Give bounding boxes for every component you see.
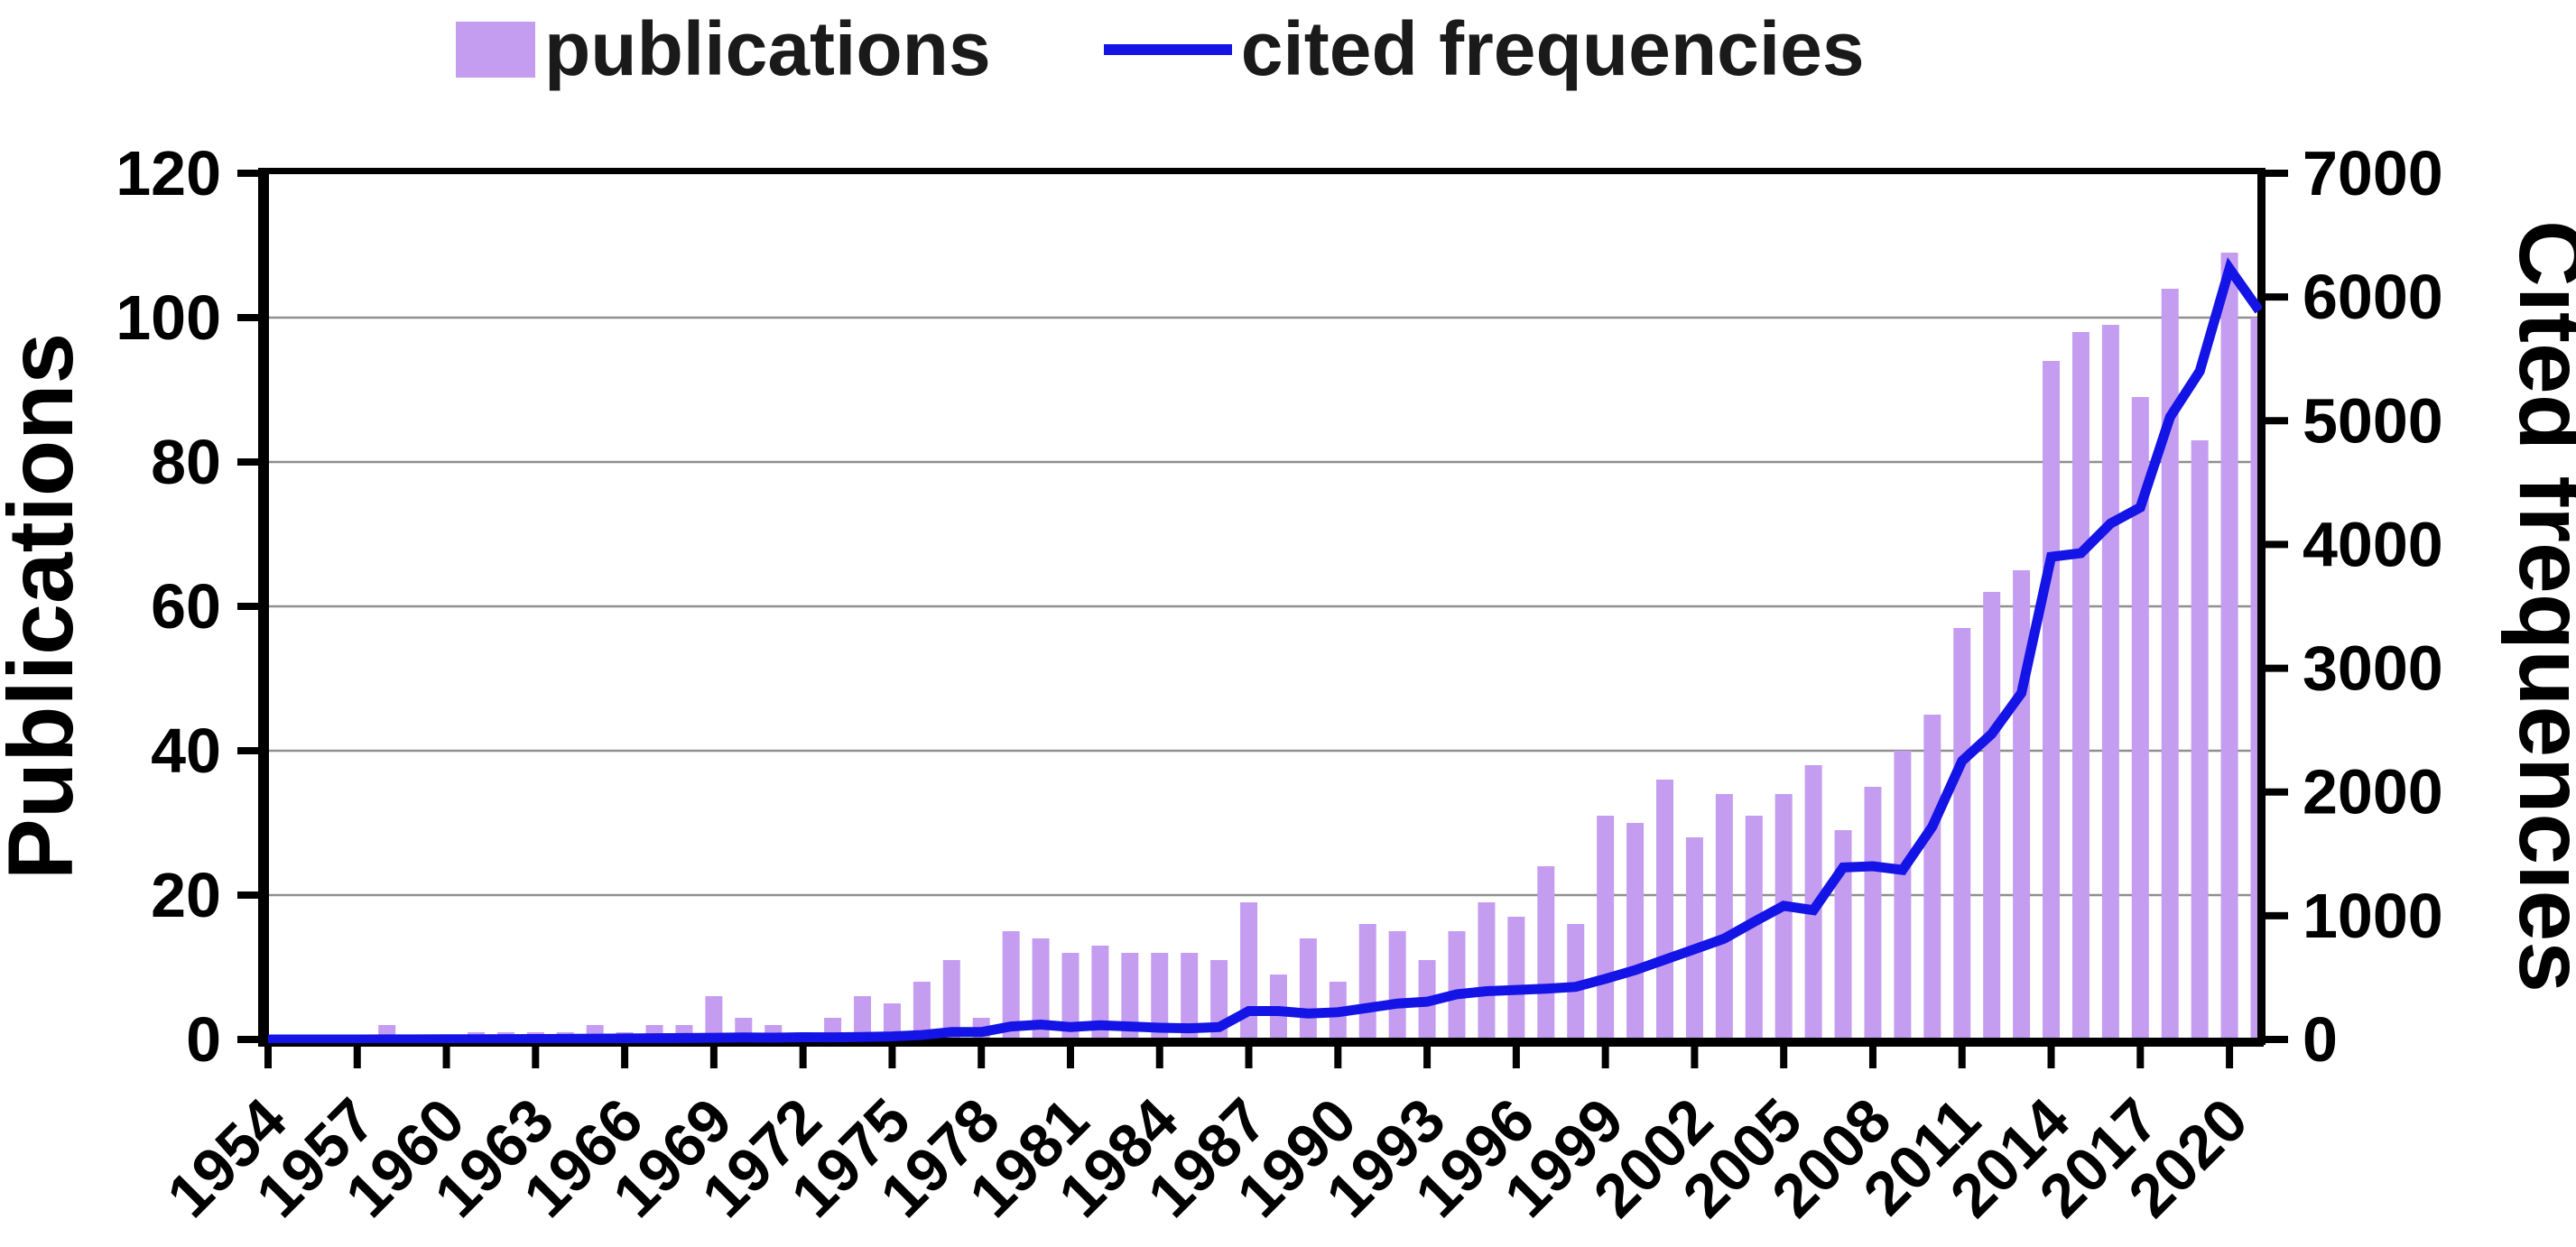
bar-1977: [942, 960, 960, 1043]
right-tick-label-2000: 2000: [2303, 757, 2443, 827]
publications-bars: [378, 253, 2262, 1043]
bar-2008: [1864, 787, 1882, 1043]
legend-label-cited-frequencies: cited frequencies: [1240, 6, 1865, 91]
right-tick-label-1000: 1000: [2303, 881, 2443, 951]
bar-2014: [2043, 361, 2061, 1043]
bar-1983: [1121, 953, 1139, 1043]
right-tick-label-6000: 6000: [2303, 262, 2443, 332]
bar-1976: [913, 982, 931, 1043]
bar-1995: [1478, 902, 1496, 1043]
bar-2005: [1774, 794, 1793, 1043]
bar-2017: [2131, 397, 2149, 1043]
tick-labels: 0 20 40 60 80 100 120 0 1000 2000 3000 4000 5000 6000…: [116, 138, 2443, 1231]
right-tick-label-3000: 3000: [2303, 633, 2443, 704]
bar-1991: [1358, 924, 1376, 1043]
cited-frequencies-swatch-icon: [1103, 43, 1232, 55]
left-tick-label-80: 80: [151, 427, 221, 497]
left-tick-label-100: 100: [116, 282, 221, 353]
legend-item-publications: publications: [456, 5, 991, 93]
bar-1987: [1240, 902, 1258, 1043]
bar-1982: [1091, 946, 1109, 1043]
bar-2004: [1745, 816, 1763, 1043]
bar-1985: [1181, 953, 1199, 1043]
right-tick-label-4000: 4000: [2303, 509, 2443, 579]
bar-2013: [2013, 570, 2031, 1043]
bar-2000: [1626, 823, 1645, 1043]
right-tick-label-0: 0: [2303, 1004, 2338, 1075]
bar-1981: [1061, 953, 1080, 1043]
bar-1992: [1388, 931, 1406, 1043]
right-tick-label-5000: 5000: [2303, 385, 2443, 456]
bar-2012: [1983, 592, 2001, 1043]
left-tick-label-120: 120: [116, 138, 221, 208]
bar-2001: [1655, 780, 1673, 1043]
bar-2010: [1923, 715, 1941, 1043]
bar-1979: [1002, 931, 1020, 1043]
bar-2002: [1685, 837, 1703, 1043]
left-tick-label-20: 20: [151, 860, 221, 930]
bar-2016: [2101, 325, 2119, 1043]
bar-1984: [1151, 953, 1169, 1043]
bar-2018: [2161, 289, 2179, 1043]
legend-item-cited-frequencies: cited frequencies: [1103, 5, 1865, 93]
bar-2007: [1834, 830, 1852, 1043]
bar-1980: [1032, 938, 1050, 1043]
bar-1974: [854, 996, 872, 1043]
bar-2011: [1953, 628, 1971, 1043]
left-tick-label-0: 0: [186, 1004, 221, 1075]
bar-1997: [1537, 866, 1555, 1043]
bar-1996: [1507, 917, 1525, 1043]
bar-2015: [2071, 332, 2090, 1043]
bar-1989: [1299, 938, 1317, 1043]
axes: [237, 168, 2288, 1068]
left-axis-title: Publications: [0, 333, 92, 880]
legend-label-publications: publications: [544, 6, 991, 91]
right-axis-title: Cited frequencies: [2500, 220, 2576, 993]
cited-frequencies-line: [268, 257, 2262, 1043]
chart-legend: publications cited frequencies: [456, 5, 1865, 93]
left-tick-label-60: 60: [151, 571, 221, 642]
right-tick-label-7000: 7000: [2303, 138, 2443, 208]
bar-2009: [1894, 751, 1912, 1043]
bar-1969: [705, 996, 723, 1043]
bar-1994: [1448, 931, 1466, 1043]
bar-1999: [1597, 816, 1615, 1043]
bar-2003: [1715, 794, 1733, 1043]
publications-swatch-icon: [456, 21, 535, 78]
bar-2020: [2220, 253, 2238, 1043]
bar-2019: [2191, 440, 2209, 1043]
left-tick-label-40: 40: [151, 716, 221, 786]
